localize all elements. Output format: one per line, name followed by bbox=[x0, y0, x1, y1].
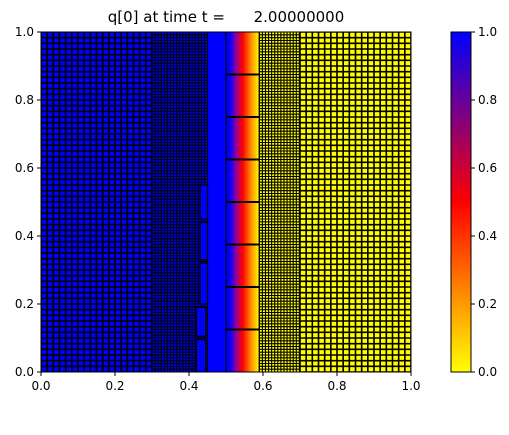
x-tick-label: 1.0 bbox=[401, 379, 420, 393]
refined-patch bbox=[199, 184, 209, 220]
refined-patch bbox=[199, 262, 209, 305]
x-tick-label: 0.8 bbox=[327, 379, 346, 393]
colorbar-tick-label: 1.0 bbox=[478, 25, 497, 39]
mesh-grid-lines bbox=[41, 32, 153, 372]
x-tick-label: 0.2 bbox=[105, 379, 124, 393]
x-axis: 0.0 0.2 0.4 0.6 0.8 1.0 bbox=[31, 372, 421, 393]
y-tick-label: 0.6 bbox=[15, 161, 34, 175]
mesh-region bbox=[299, 32, 411, 372]
colorbar bbox=[450, 31, 472, 373]
y-tick-label: 0.4 bbox=[15, 229, 34, 243]
mesh-grid-lines bbox=[258, 32, 300, 372]
x-tick-label: 0.4 bbox=[179, 379, 198, 393]
refined-patch bbox=[195, 339, 207, 372]
mesh-region bbox=[258, 32, 300, 372]
y-axis: 0.0 0.2 0.4 0.6 0.8 1.0 bbox=[15, 25, 41, 379]
x-tick-label: 0.0 bbox=[31, 379, 50, 393]
y-tick-label: 0.2 bbox=[15, 297, 34, 311]
x-tick-label: 0.6 bbox=[253, 379, 272, 393]
y-tick-label: 0.8 bbox=[15, 93, 34, 107]
plot-area bbox=[41, 32, 411, 372]
mesh-region bbox=[151, 32, 209, 372]
colorbar-tick-label: 0.4 bbox=[478, 229, 497, 243]
mesh-grid-lines bbox=[151, 32, 209, 372]
colorbar-tick-label: 0.8 bbox=[478, 93, 497, 107]
colorbar-axis: 0.0 0.2 0.4 0.6 0.8 1.0 bbox=[471, 25, 497, 379]
refined-patch bbox=[199, 221, 209, 261]
colorbar-tick-label: 0.2 bbox=[478, 297, 497, 311]
refined-patch bbox=[195, 306, 207, 337]
y-tick-label: 0.0 bbox=[15, 365, 34, 379]
mesh-region bbox=[41, 32, 153, 372]
plot-frame bbox=[40, 31, 412, 373]
mesh-grid-lines bbox=[299, 32, 411, 372]
colorbar-tick-label: 0.0 bbox=[478, 365, 497, 379]
y-tick-label: 1.0 bbox=[15, 25, 34, 39]
chart-title: q[0] at time t = 2.00000000 bbox=[108, 8, 345, 26]
colorbar-tick-label: 0.6 bbox=[478, 161, 497, 175]
